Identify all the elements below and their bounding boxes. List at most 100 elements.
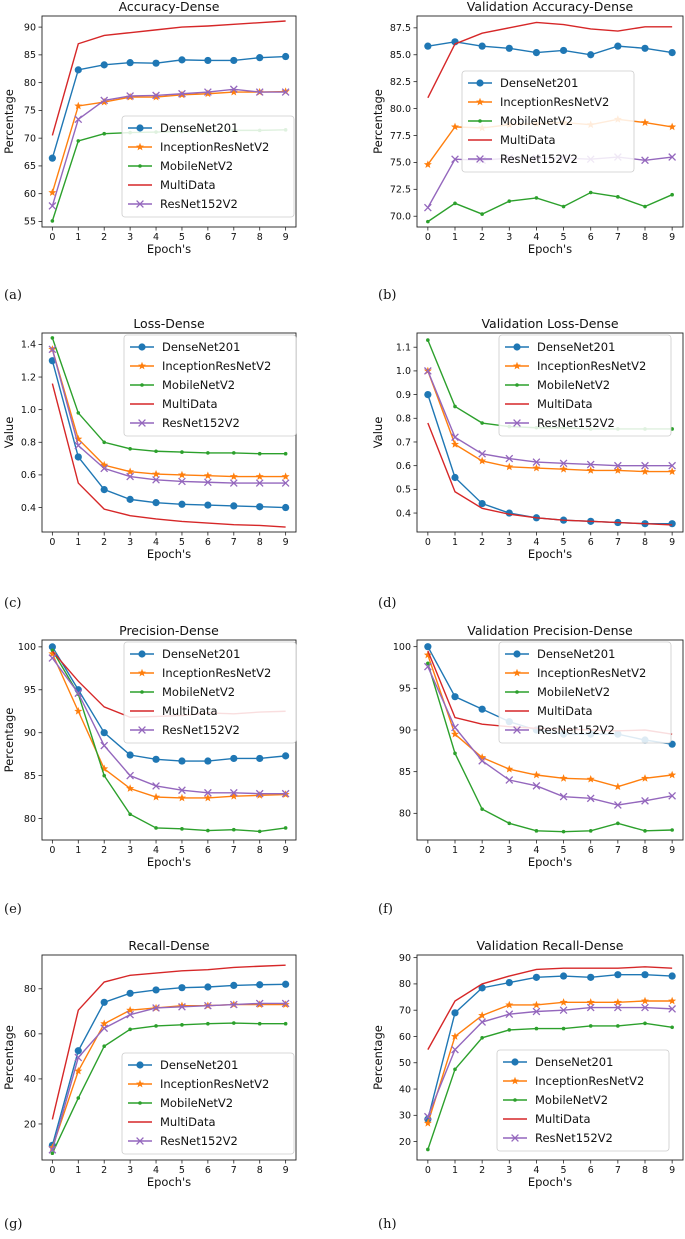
data-point-resnet152v2: [48, 1146, 57, 1154]
data-point-densenet201: [204, 501, 212, 509]
data-point-mobilenetv2: [154, 826, 158, 830]
data-point-inceptionresnetv2: [152, 469, 161, 478]
data-point-inceptionresnetv2: [177, 1001, 186, 1010]
data-point-mobilenetv2: [643, 204, 647, 209]
x-tick-label: 7: [231, 537, 237, 548]
data-point-resnet152v2: [641, 461, 649, 470]
data-point-inceptionresnetv2: [74, 707, 83, 715]
data-point-densenet201: [126, 59, 134, 67]
x-tick-label: 9: [669, 845, 675, 856]
x-tick-label: 1: [75, 537, 81, 548]
data-point-inceptionresnetv2: [423, 1119, 432, 1127]
x-tick-label: 8: [642, 537, 648, 548]
data-point-densenet201: [100, 998, 108, 1006]
legend-label-densenet201: DenseNet201: [537, 647, 615, 661]
data-point-inceptionresnetv2: [229, 792, 238, 800]
x-tick-label: 2: [479, 537, 485, 548]
data-point-inceptionresnetv2: [559, 465, 568, 473]
panel-label-e: (e): [4, 902, 22, 917]
legend-marker-resnet152v2: [138, 419, 146, 427]
legend: DenseNet201 InceptionResNetV2 MobileNetV2 M…: [498, 334, 672, 437]
data-point-mobilenetv2: [76, 139, 81, 143]
x-tick-label: 2: [479, 1165, 485, 1176]
legend: DenseNet201 InceptionResNetV2 MobileNetV2 M…: [123, 641, 297, 744]
legend-marker-mobilenetv2: [515, 690, 519, 694]
data-point-mobilenetv2: [453, 1067, 457, 1072]
data-point-mobilenetv2: [206, 1021, 210, 1026]
data-point-inceptionresnetv2: [177, 470, 186, 479]
data-point-densenet201: [204, 983, 212, 991]
data-point-inceptionresnetv2: [203, 793, 212, 802]
panel-label-h: (h): [378, 1217, 397, 1232]
data-point-densenet201: [256, 503, 264, 511]
data-point-densenet201: [74, 453, 82, 461]
data-point-resnet152v2: [586, 794, 595, 803]
data-point-inceptionresnetv2: [532, 770, 541, 779]
y-tick-label: 1.1: [396, 343, 411, 354]
data-point-resnet152v2: [126, 92, 134, 100]
data-point-resnet152v2: [559, 459, 568, 468]
chart-panel-2: Loss-Dense 0 1 2 3 4 5 6 7 8 9 Epoch's 0.4 0.6 0.8 1.0 1…: [2, 316, 297, 561]
x-tick-label: 9: [283, 845, 289, 856]
data-point-inceptionresnetv2: [100, 460, 109, 469]
data-point-resnet152v2: [178, 89, 186, 98]
data-point-mobilenetv2: [206, 451, 210, 455]
x-tick-label: 8: [642, 845, 648, 856]
legend-label-mobilenetv2: MobileNetV2: [535, 1093, 608, 1107]
y-tick-label: 75.0: [390, 158, 411, 169]
data-point-mobilenetv2: [283, 451, 288, 456]
x-tick-label: 7: [615, 537, 621, 548]
legend-label-densenet201: DenseNet201: [537, 340, 615, 354]
chart-panel-6: Recall-Dense 0 1 2 3 4 5 6 7 8 9 Epoch's 20 40 60 80 Per…: [2, 938, 297, 1189]
data-point-resnet152v2: [668, 461, 677, 470]
y-tick-label: 1.4: [21, 340, 36, 351]
legend-label-multidata: MultiData: [160, 178, 216, 192]
data-point-resnet152v2: [668, 153, 677, 161]
data-point-resnet152v2: [641, 156, 649, 165]
x-tick-label: 7: [231, 1165, 237, 1176]
data-point-inceptionresnetv2: [668, 122, 677, 131]
data-point-mobilenetv2: [180, 450, 184, 454]
data-point-densenet201: [48, 643, 56, 651]
legend-marker-resnet152v2: [513, 726, 521, 734]
data-point-resnet152v2: [74, 1053, 83, 1062]
y-tick-label: 20: [399, 1137, 411, 1148]
data-point-mobilenetv2: [231, 827, 236, 832]
data-point-inceptionresnetv2: [74, 1066, 83, 1075]
data-point-resnet152v2: [423, 203, 432, 212]
y-tick-label: 80: [24, 984, 36, 995]
y-axis-label: Value: [371, 417, 385, 449]
legend-label-inceptionresnetv2: InceptionResNetV2: [537, 666, 646, 680]
x-tick-label: 9: [669, 232, 675, 243]
data-point-resnet152v2: [478, 1018, 487, 1026]
data-point-mobilenetv2: [76, 411, 81, 415]
data-point-densenet201: [230, 502, 238, 510]
data-point-mobilenetv2: [643, 1021, 647, 1026]
x-tick-label: 9: [669, 1165, 675, 1176]
data-point-mobilenetv2: [453, 751, 457, 756]
x-tick-label: 1: [452, 232, 458, 243]
panel-label-c: (c): [4, 596, 22, 611]
series-line-densenet201: [427, 974, 673, 1120]
data-point-resnet152v2: [668, 1005, 677, 1013]
legend-marker-densenet201: [136, 1061, 144, 1069]
legend-marker-mobilenetv2: [513, 1098, 517, 1102]
y-tick-label: 90: [399, 953, 411, 964]
x-tick-label: 1: [75, 232, 81, 243]
data-point-resnet152v2: [229, 788, 238, 797]
data-point-resnet152v2: [505, 776, 514, 784]
x-tick-label: 4: [153, 537, 159, 548]
legend-box: [123, 334, 297, 437]
legend-label-inceptionresnetv2: InceptionResNetV2: [162, 666, 271, 680]
y-tick-label: 1.0: [21, 405, 36, 416]
data-point-densenet201: [505, 978, 513, 987]
data-point-mobilenetv2: [453, 404, 457, 409]
x-tick-label: 6: [205, 1165, 211, 1176]
legend-label-inceptionresnetv2: InceptionResNetV2: [162, 359, 271, 373]
data-point-resnet152v2: [74, 441, 83, 450]
legend-marker-resnet152v2: [476, 155, 484, 163]
x-tick-label: 0: [425, 1165, 431, 1176]
data-point-inceptionresnetv2: [478, 753, 487, 761]
data-point-inceptionresnetv2: [613, 466, 622, 474]
x-tick-label: 7: [615, 232, 621, 243]
